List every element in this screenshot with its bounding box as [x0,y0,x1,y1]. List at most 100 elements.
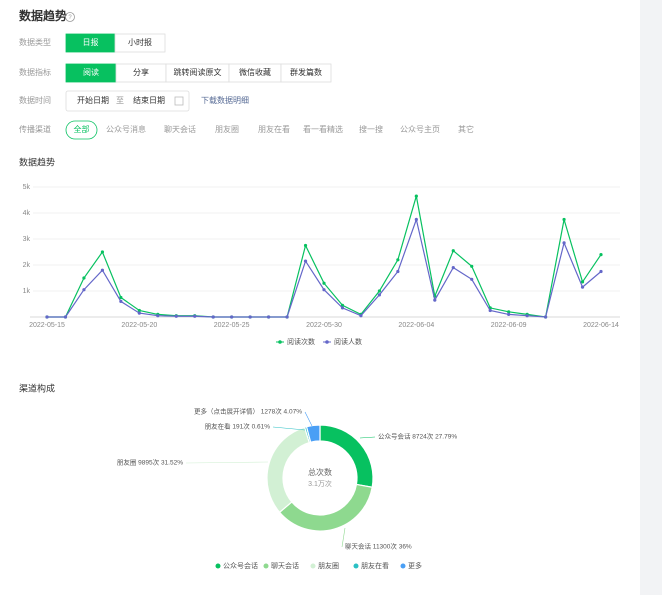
option-label[interactable]: 阅读 [83,67,99,77]
date-end[interactable]: 结束日期 [133,95,165,105]
option-label[interactable]: 日报 [83,37,99,47]
y-tick-label: 3k [23,236,31,243]
series-point [396,258,400,262]
leader-line [185,461,269,464]
legend-label[interactable]: 阅读人数 [334,337,362,346]
leader-line [304,411,313,427]
donut-slice[interactable] [305,424,321,443]
option-label[interactable]: 小时报 [128,37,152,47]
x-tick-label: 2022-06-14 [583,322,619,329]
channel-pill[interactable] [65,120,98,140]
x-tick-label: 2022-05-15 [29,322,65,329]
series-point [322,281,326,285]
series-point [544,315,548,319]
legend-marker [263,563,269,569]
series-point [303,243,308,248]
channel-option[interactable]: 看一看精选 [303,124,343,134]
download-link[interactable]: 下载数据明细 [201,95,249,105]
series-point [119,295,123,300]
legend-label[interactable]: 朋友圈 [318,561,339,570]
date-range-input[interactable] [65,90,190,112]
donut-slice[interactable] [319,424,374,488]
series-point [451,249,455,253]
legend-marker [278,340,282,344]
x-tick-label: 2022-05-30 [306,322,342,329]
slice-label: 朋友圈 9895次 31.52% [117,458,183,467]
channel-option[interactable]: 全部 [74,124,90,134]
series-point [470,264,474,268]
legend-label[interactable]: 聊天会话 [271,561,299,570]
series-point [100,268,104,272]
option-label[interactable]: 群发篇数 [290,67,322,77]
donut-slice[interactable] [278,483,373,532]
channel-option[interactable]: 公众号消息 [106,124,146,134]
channel-option[interactable]: 聊天会话 [164,124,196,134]
option-label[interactable]: 分享 [133,67,149,77]
legend-marker [353,563,359,569]
series-point [285,315,289,319]
series-point [396,269,400,274]
series-point [507,312,511,316]
slice-label: 更多（点击展开详情） 1278次 4.07% [194,407,302,416]
y-tick-label: 2k [23,262,31,269]
option-label[interactable]: 跳转阅读原文 [174,67,222,77]
y-tick-label: 4k [23,210,31,217]
section-title: 数据趋势 [19,156,55,167]
leader-line [272,426,306,431]
series-point [63,315,68,319]
series-point [137,308,141,313]
channel-option[interactable]: 朋友在看 [258,124,290,134]
filter-label: 传播渠道 [19,124,51,134]
series-point [248,315,252,319]
slice-label: 朋友在看 191次 0.61% [205,422,271,431]
series-point [82,276,86,280]
slice-label: 聊天会话 11300次 36% [345,542,412,551]
date-start[interactable]: 开始日期 [77,95,109,105]
series-point [137,311,141,315]
option-button[interactable] [114,33,166,53]
series-point [193,314,197,318]
x-tick-label: 2022-05-20 [121,322,157,329]
leader-line [359,436,376,439]
section-title: 渠道构成 [19,382,55,393]
x-tick-label: 2022-06-09 [491,322,527,329]
series-point [488,308,492,313]
series-point [414,194,418,198]
filter-label: 数据指标 [19,67,51,77]
help-icon-mark: ? [68,15,72,21]
series-point [211,315,215,319]
filter-label: 数据类型 [19,37,51,47]
series-point [100,250,104,254]
option-button[interactable] [280,63,332,83]
series-point [525,314,529,318]
legend-label[interactable]: 朋友在看 [361,561,389,570]
channel-option[interactable]: 朋友圈 [215,124,239,134]
series-point [599,269,603,274]
side-strip [640,0,662,595]
leader-line [341,527,346,548]
series-point [377,289,381,293]
donut-slice[interactable] [266,426,311,514]
option-label[interactable]: 微信收藏 [239,67,271,77]
series-point [414,217,418,222]
series-line [47,195,602,318]
series-point [230,315,234,319]
calendar-icon [174,96,184,106]
legend-label[interactable]: 公众号会话 [223,561,258,570]
series-line [47,217,602,318]
donut-center-value: 3.1万次 [308,479,332,488]
donut-center-label: 总次数 [308,467,332,477]
x-tick-label: 2022-05-25 [214,322,250,329]
series-point [562,241,566,245]
channel-option[interactable]: 其它 [458,124,474,134]
legend-label[interactable]: 阅读次数 [287,337,315,346]
series-point [303,259,308,263]
channel-option[interactable]: 搜一搜 [359,124,383,134]
legend-marker [325,340,329,344]
y-tick-label: 5k [23,184,31,191]
legend-marker [310,563,316,569]
channel-option[interactable]: 公众号主页 [400,124,440,134]
legend-label[interactable]: 更多 [408,561,422,570]
help-icon[interactable] [65,12,75,22]
